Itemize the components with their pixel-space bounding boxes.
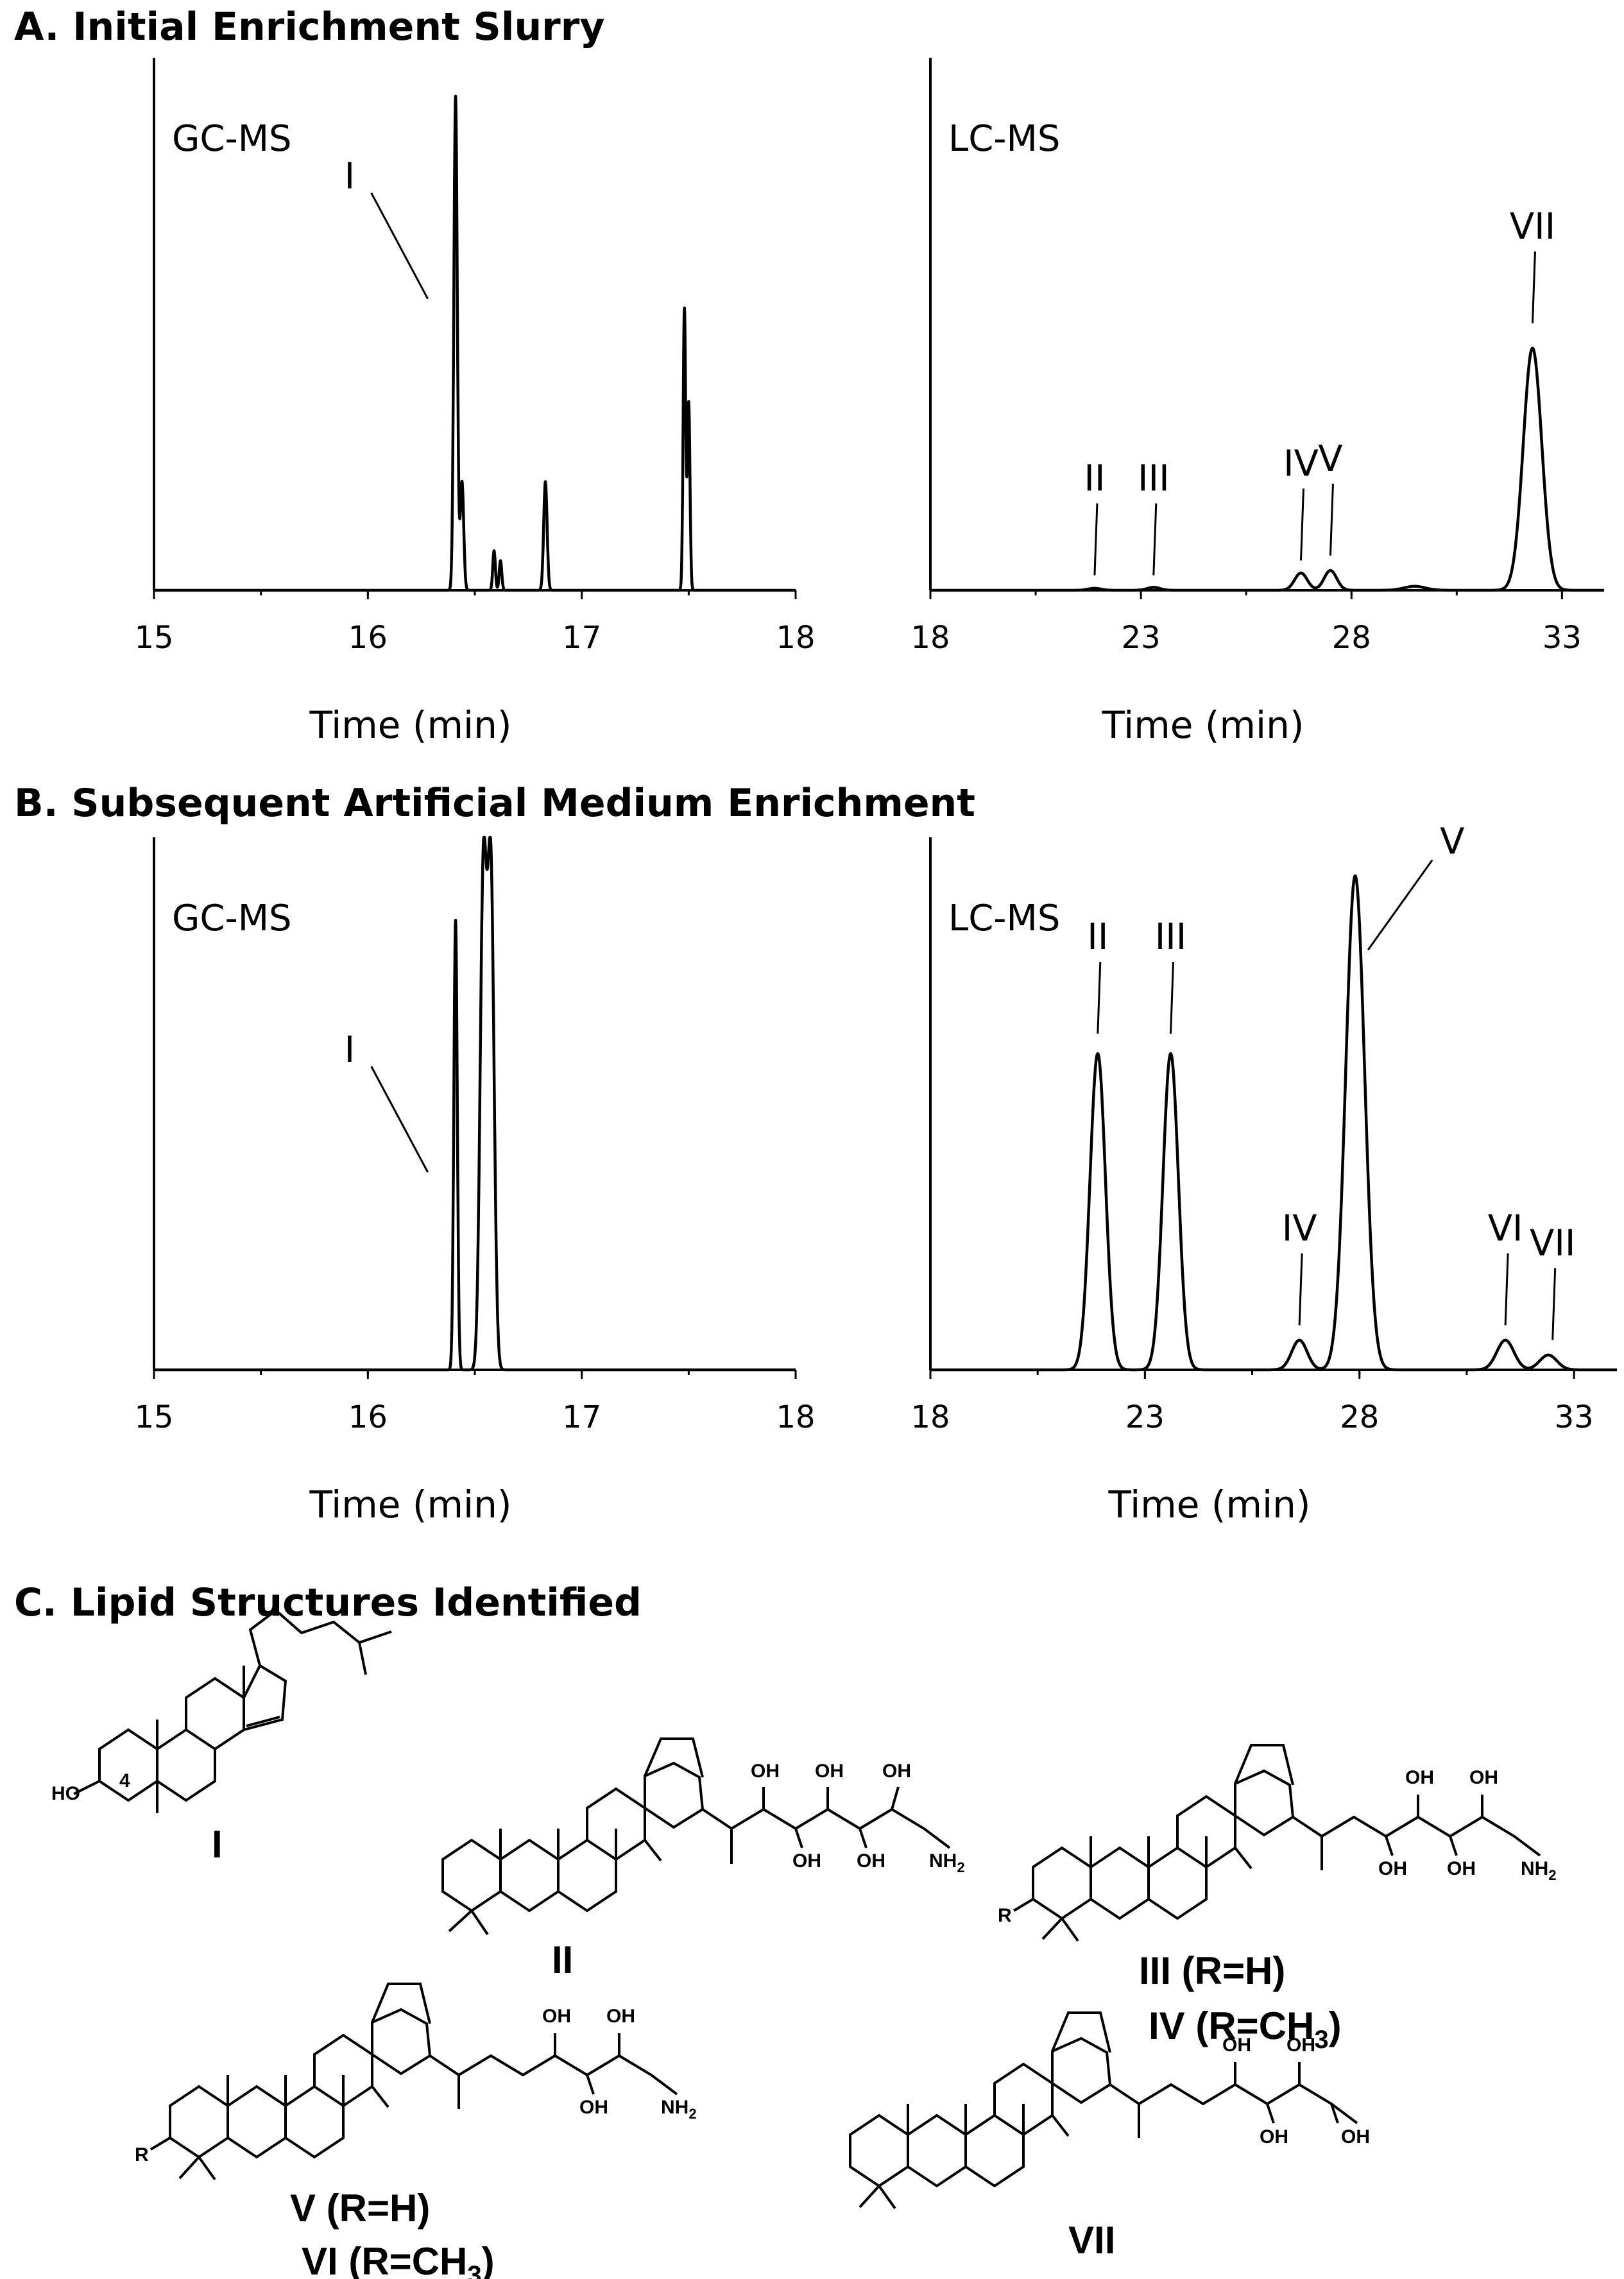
peak-leader bbox=[1300, 488, 1304, 561]
chart-b-gc-ms: 15 16 17 18 Time (min) GC-MS I bbox=[134, 835, 816, 1526]
structure-iii-iv bbox=[1013, 1744, 1541, 1942]
peak-leader bbox=[1097, 962, 1102, 1034]
instrument-label: LC-MS bbox=[948, 898, 1060, 939]
atom-nh2: NH2 bbox=[929, 1850, 965, 1875]
chromatogram-trace bbox=[929, 346, 1605, 592]
x-tick-label: 18 bbox=[910, 620, 950, 656]
x-axis-title: Time (min) bbox=[1101, 703, 1304, 747]
x-tick-label: 15 bbox=[134, 620, 173, 656]
peak-label: II bbox=[1084, 458, 1105, 500]
peak-leader bbox=[1504, 1253, 1509, 1326]
peak-label: V bbox=[1440, 821, 1464, 863]
x-tick-label: 17 bbox=[562, 620, 601, 656]
structure-i bbox=[73, 1609, 392, 1813]
x-tick-label: 33 bbox=[1543, 620, 1582, 656]
atom-r: R bbox=[135, 2144, 149, 2165]
peak-label: IV bbox=[1283, 443, 1319, 485]
atom-nh2: NH2 bbox=[1521, 1858, 1557, 1883]
x-axis-title: Time (min) bbox=[309, 703, 511, 747]
x-tick-label: 18 bbox=[910, 1399, 950, 1435]
peak-leader bbox=[1329, 483, 1334, 556]
atom-oh: OH bbox=[1469, 1767, 1498, 1788]
x-tick-label: 18 bbox=[776, 1399, 815, 1435]
atom-r: R bbox=[998, 1905, 1012, 1926]
peak-leader bbox=[1152, 503, 1158, 576]
x-tick-label: 16 bbox=[348, 1399, 388, 1435]
x-tick-label: 28 bbox=[1332, 620, 1371, 656]
compound-vi-label: VI (R=CH3) bbox=[302, 2240, 495, 2279]
compound-iv-label: IV (R=CH3) bbox=[1149, 2004, 1342, 2054]
x-tick-label: 28 bbox=[1340, 1399, 1379, 1435]
peak-label: III bbox=[1155, 916, 1187, 958]
x-tick-label: 16 bbox=[348, 620, 388, 656]
lipid-structures bbox=[73, 1609, 1541, 2210]
atom-oh: OH bbox=[751, 1761, 780, 1782]
peak-label: VII bbox=[1530, 1223, 1575, 1265]
atom-oh: OH bbox=[1405, 1767, 1434, 1788]
atom-oh: OH bbox=[606, 2006, 635, 2027]
x-tick-label: 23 bbox=[1125, 1399, 1165, 1435]
atom-4: 4 bbox=[119, 1770, 130, 1791]
atom-oh: OH bbox=[1222, 2035, 1251, 2056]
chart-a-gc-ms: 15 16 17 18 Time (min) GC-MS I bbox=[134, 58, 816, 747]
chromatogram-trace bbox=[153, 94, 797, 592]
atom-oh: OH bbox=[1378, 1858, 1407, 1879]
x-tick-label: 23 bbox=[1122, 620, 1161, 656]
peak-leader bbox=[1551, 1268, 1557, 1340]
peak-leader bbox=[1531, 251, 1536, 323]
atom-oh: OH bbox=[579, 2097, 608, 2118]
atom-nh2: NH2 bbox=[661, 2097, 697, 2122]
peak-leader bbox=[1298, 1253, 1303, 1326]
atom-oh: OH bbox=[857, 1850, 885, 1872]
structure-ii bbox=[441, 1737, 951, 1936]
instrument-label: GC-MS bbox=[172, 118, 292, 160]
section-c-title: C. Lipid Structures Identified bbox=[14, 1580, 642, 1625]
peak-leader bbox=[370, 1066, 429, 1173]
peak-label: IV bbox=[1282, 1208, 1317, 1249]
chromatogram-trace bbox=[153, 835, 797, 1372]
peak-label: VI bbox=[1488, 1208, 1523, 1249]
peak-leader bbox=[1367, 859, 1433, 951]
section-a-title: A. Initial Enrichment Slurry bbox=[14, 4, 604, 49]
x-axis-title: Time (min) bbox=[309, 1483, 511, 1526]
atom-oh: OH bbox=[542, 2006, 571, 2027]
section-b-title: B. Subsequent Artificial Medium Enrichme… bbox=[14, 781, 975, 826]
atom-ho: HO bbox=[51, 1783, 80, 1804]
structure-v-vi bbox=[150, 1983, 678, 2181]
instrument-label: LC-MS bbox=[948, 118, 1060, 160]
x-axis-title: Time (min) bbox=[1107, 1483, 1310, 1526]
peak-label: I bbox=[345, 156, 355, 198]
structure-vii bbox=[849, 2011, 1358, 2210]
peak-label: III bbox=[1138, 458, 1170, 500]
x-tick-label: 17 bbox=[562, 1399, 601, 1435]
atom-oh: OH bbox=[1447, 1858, 1476, 1879]
atom-oh: OH bbox=[1286, 2035, 1315, 2056]
atom-oh: OH bbox=[815, 1761, 844, 1782]
x-tick-label: 33 bbox=[1555, 1399, 1594, 1435]
peak-label: II bbox=[1087, 916, 1108, 958]
peak-label: VII bbox=[1510, 206, 1555, 248]
chromatogram-trace bbox=[929, 874, 1618, 1372]
peak-label: V bbox=[1318, 438, 1342, 480]
peak-leader bbox=[1170, 962, 1174, 1034]
instrument-label: GC-MS bbox=[172, 898, 292, 939]
compound-vii-label: VII bbox=[1068, 2219, 1115, 2262]
compound-ii-label: II bbox=[552, 1938, 573, 1981]
compound-v-label: V (R=H) bbox=[290, 2187, 430, 2230]
peak-label: I bbox=[345, 1029, 355, 1071]
atom-oh: OH bbox=[1341, 2126, 1370, 2147]
atom-oh: OH bbox=[792, 1850, 821, 1872]
atom-oh: OH bbox=[1260, 2126, 1288, 2147]
x-tick-label: 18 bbox=[776, 620, 815, 656]
compound-iii-label: III (R=H) bbox=[1139, 1949, 1285, 1992]
compound-i-label: I bbox=[212, 1823, 223, 1866]
x-tick-label: 15 bbox=[134, 1399, 173, 1435]
peak-leader bbox=[370, 192, 429, 300]
atom-oh: OH bbox=[882, 1761, 911, 1782]
structure-labels: HO 4 I OH OH OH OH OH NH2 II OH OH OH OH… bbox=[51, 1761, 1557, 2279]
peak-leader bbox=[1093, 503, 1098, 576]
